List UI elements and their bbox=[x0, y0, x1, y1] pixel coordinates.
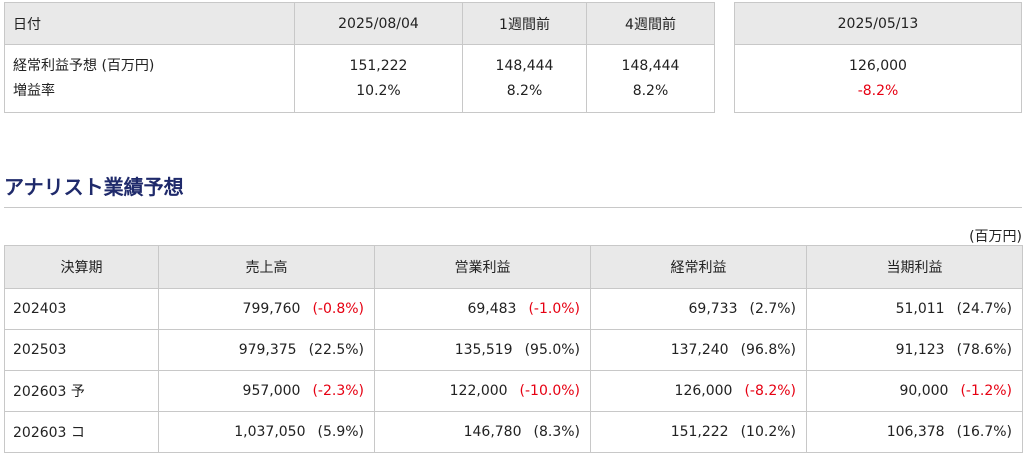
sales-change: (-2.3%) bbox=[312, 383, 364, 399]
operating-profit-value: 146,780 bbox=[463, 424, 522, 440]
net-profit-change: (16.7%) bbox=[956, 424, 1012, 440]
consensus-4week-rate: 8.2% bbox=[632, 82, 669, 99]
net-profit-change: (24.7%) bbox=[956, 301, 1012, 317]
operating-profit-value: 69,483 bbox=[467, 301, 517, 317]
consensus-1week-cell: 148,444 8.2% bbox=[462, 44, 587, 113]
consensus-header-row: 日付 2025/08/04 1週間前 4週間前 bbox=[4, 2, 715, 45]
sales-cell: 979,375 (22.5%) bbox=[158, 329, 375, 371]
company-forecast-value: 126,000 bbox=[849, 57, 907, 74]
sales-value: 979,375 bbox=[238, 342, 297, 358]
company-forecast-cell: 126,000 -8.2% bbox=[734, 44, 1022, 113]
net-profit-value: 91,123 bbox=[895, 342, 945, 358]
section-heading: アナリスト業績予想 bbox=[4, 175, 184, 199]
consensus-header-1week: 1週間前 bbox=[462, 2, 587, 45]
operating-profit-cell: 69,483 (-1.0%) bbox=[374, 288, 591, 330]
operating-profit-change: (95.0%) bbox=[524, 342, 580, 358]
consensus-1week-value: 148,444 bbox=[495, 57, 554, 74]
consensus-header-current: 2025/08/04 bbox=[294, 2, 463, 45]
company-forecast-rate: -8.2% bbox=[857, 82, 899, 99]
header-ordinary-profit: 経常利益 bbox=[590, 245, 807, 289]
row-period: 202603 予 bbox=[4, 370, 159, 412]
sales-value: 1,037,050 bbox=[234, 424, 306, 440]
table-row: 202603 予 957,000 (-2.3%) 122,000 (-10.0%) … bbox=[4, 370, 1023, 412]
sales-change: (5.9%) bbox=[317, 424, 365, 440]
operating-profit-cell: 122,000 (-10.0%) bbox=[374, 370, 591, 412]
net-profit-cell: 106,378 (16.7%) bbox=[806, 411, 1023, 453]
forecast-body: 202403 799,760 (-0.8%) 69,483 (-1.0%) 69,7… bbox=[4, 288, 1023, 453]
operating-profit-value: 122,000 bbox=[449, 383, 508, 399]
company-forecast-date: 2025/05/13 bbox=[734, 2, 1022, 45]
consensus-4week-cell: 148,444 8.2% bbox=[586, 44, 715, 113]
consensus-row-labels: 経常利益予想 (百万円) 増益率 bbox=[4, 44, 295, 113]
ordinary-profit-cell: 126,000 (-8.2%) bbox=[590, 370, 807, 412]
table-row: 202403 799,760 (-0.8%) 69,483 (-1.0%) 69,7… bbox=[4, 288, 1023, 330]
operating-profit-value: 135,519 bbox=[454, 342, 513, 358]
net-profit-value: 106,378 bbox=[886, 424, 945, 440]
consensus-header-4week: 4週間前 bbox=[586, 2, 715, 45]
net-profit-value: 90,000 bbox=[899, 383, 949, 399]
growth-rate-label: 増益率 bbox=[13, 82, 55, 99]
ordinary-profit-cell: 151,222 (10.2%) bbox=[590, 411, 807, 453]
sales-cell: 1,037,050 (5.9%) bbox=[158, 411, 375, 453]
ordinary-profit-change: (-8.2%) bbox=[744, 383, 796, 399]
net-profit-cell: 90,000 (-1.2%) bbox=[806, 370, 1023, 412]
heading-divider bbox=[4, 207, 1022, 208]
net-profit-change: (78.6%) bbox=[956, 342, 1012, 358]
consensus-current-value: 151,222 bbox=[349, 57, 408, 74]
ordinary-profit-value: 151,222 bbox=[670, 424, 729, 440]
sales-value: 799,760 bbox=[242, 301, 301, 317]
table-row: 202503 979,375 (22.5%) 135,519 (95.0%) 137… bbox=[4, 329, 1023, 371]
forecast-header-row: 決算期 売上高 営業利益 経常利益 当期利益 bbox=[4, 245, 1023, 289]
header-net-profit: 当期利益 bbox=[806, 245, 1023, 289]
header-period: 決算期 bbox=[4, 245, 159, 289]
row-period: 202603 コ bbox=[4, 411, 159, 453]
net-profit-change: (-1.2%) bbox=[960, 383, 1012, 399]
ordinary-profit-value: 126,000 bbox=[674, 383, 733, 399]
header-operating-profit: 営業利益 bbox=[374, 245, 591, 289]
sales-change: (22.5%) bbox=[308, 342, 364, 358]
ordinary-profit-cell: 69,733 (2.7%) bbox=[590, 288, 807, 330]
consensus-body-row: 経常利益予想 (百万円) 増益率 151,222 10.2% 148,444 8… bbox=[4, 44, 715, 113]
ordinary-profit-value: 137,240 bbox=[670, 342, 729, 358]
consensus-current-cell: 151,222 10.2% bbox=[294, 44, 463, 113]
ordinary-profit-forecast-label: 経常利益予想 (百万円) bbox=[13, 57, 155, 74]
sales-cell: 799,760 (-0.8%) bbox=[158, 288, 375, 330]
consensus-current-rate: 10.2% bbox=[356, 82, 401, 99]
ordinary-profit-value: 69,733 bbox=[688, 301, 738, 317]
net-profit-value: 51,011 bbox=[895, 301, 945, 317]
net-profit-cell: 91,123 (78.6%) bbox=[806, 329, 1023, 371]
sales-value: 957,000 bbox=[242, 383, 301, 399]
sales-change: (-0.8%) bbox=[312, 301, 364, 317]
company-forecast-table: 2025/05/13 126,000 -8.2% bbox=[734, 2, 1022, 113]
ordinary-profit-change: (10.2%) bbox=[740, 424, 796, 440]
table-row: 202603 コ 1,037,050 (5.9%) 146,780 (8.3%) 1… bbox=[4, 411, 1023, 453]
ordinary-profit-change: (96.8%) bbox=[740, 342, 796, 358]
consensus-1week-rate: 8.2% bbox=[506, 82, 543, 99]
operating-profit-change: (-1.0%) bbox=[528, 301, 580, 317]
header-sales: 売上高 bbox=[158, 245, 375, 289]
consensus-header-date: 日付 bbox=[4, 2, 295, 45]
row-period: 202403 bbox=[4, 288, 159, 330]
row-period: 202503 bbox=[4, 329, 159, 371]
sales-cell: 957,000 (-2.3%) bbox=[158, 370, 375, 412]
company-forecast-header-row: 2025/05/13 bbox=[734, 2, 1022, 45]
company-forecast-body-row: 126,000 -8.2% bbox=[734, 44, 1022, 113]
ordinary-profit-change: (2.7%) bbox=[749, 301, 797, 317]
analyst-forecast-table: 決算期 売上高 営業利益 経常利益 当期利益 202403 799,760 (-0… bbox=[4, 245, 1023, 453]
net-profit-cell: 51,011 (24.7%) bbox=[806, 288, 1023, 330]
operating-profit-cell: 146,780 (8.3%) bbox=[374, 411, 591, 453]
consensus-4week-value: 148,444 bbox=[621, 57, 680, 74]
unit-label: (百万円) bbox=[969, 229, 1022, 245]
operating-profit-cell: 135,519 (95.0%) bbox=[374, 329, 591, 371]
operating-profit-change: (8.3%) bbox=[533, 424, 581, 440]
ordinary-profit-cell: 137,240 (96.8%) bbox=[590, 329, 807, 371]
consensus-table: 日付 2025/08/04 1週間前 4週間前 経常利益予想 (百万円) 増益率… bbox=[4, 2, 715, 113]
operating-profit-change: (-10.0%) bbox=[519, 383, 580, 399]
